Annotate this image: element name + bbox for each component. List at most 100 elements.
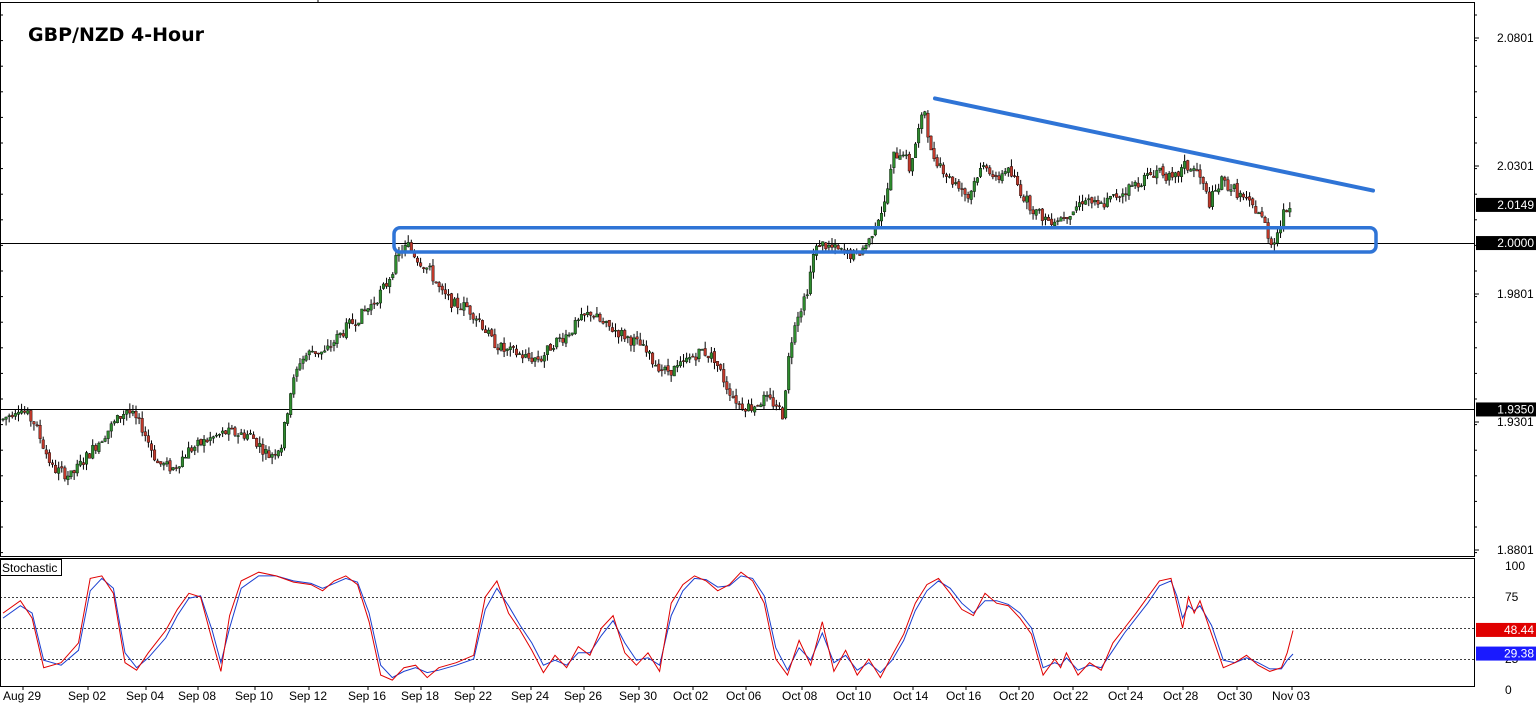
candle-body bbox=[94, 445, 98, 451]
candle-body bbox=[734, 395, 738, 404]
candle-body bbox=[450, 293, 454, 308]
descending-trendline[interactable] bbox=[933, 96, 1375, 193]
candle-body bbox=[295, 368, 299, 377]
candle-body bbox=[1071, 211, 1075, 216]
candle-body bbox=[341, 333, 345, 337]
price-axis-label: 1.8801 bbox=[1497, 543, 1534, 557]
time-axis-label: Oct 16 bbox=[946, 689, 982, 703]
support-zone-box[interactable] bbox=[392, 225, 1378, 254]
price-axis: 2.0801 2.0301 1.9801 1.9301 1.8801 bbox=[1474, 31, 1534, 557]
candle-body bbox=[805, 294, 809, 297]
candle-body bbox=[737, 403, 741, 405]
candle-body bbox=[162, 463, 166, 466]
candle-body bbox=[1028, 195, 1032, 211]
candle-body bbox=[821, 241, 825, 247]
candle-body bbox=[1149, 172, 1153, 175]
candle-body bbox=[849, 249, 853, 259]
candle-body bbox=[988, 167, 992, 175]
candle-body bbox=[264, 449, 268, 454]
candle-body bbox=[1245, 196, 1249, 199]
candle-body bbox=[289, 393, 293, 415]
candle-body bbox=[1198, 169, 1202, 178]
candle-body bbox=[750, 404, 754, 411]
candle-body bbox=[629, 336, 633, 346]
candle-body bbox=[1016, 175, 1020, 185]
candle-body bbox=[357, 322, 361, 326]
candle-body bbox=[388, 279, 392, 287]
candle-body bbox=[960, 188, 964, 190]
candle-body bbox=[273, 453, 277, 456]
candle-body bbox=[669, 369, 673, 376]
candle-body bbox=[109, 423, 113, 432]
candle-body bbox=[1142, 174, 1146, 187]
candle-body bbox=[892, 151, 896, 168]
candle-body bbox=[10, 414, 14, 418]
time-axis-label: Oct 30 bbox=[1217, 689, 1253, 703]
candle-body bbox=[307, 350, 311, 356]
time-axis-label: Sep 22 bbox=[454, 689, 492, 703]
candle-body bbox=[957, 181, 961, 189]
candle-body bbox=[236, 435, 240, 437]
candle-body bbox=[1127, 184, 1131, 196]
candle-body bbox=[196, 439, 200, 447]
candle-body bbox=[910, 158, 914, 172]
candle-body bbox=[765, 395, 769, 397]
candle-body bbox=[1232, 184, 1236, 189]
candle-body bbox=[1133, 181, 1137, 186]
candle-body bbox=[728, 388, 732, 396]
candle-body bbox=[230, 427, 234, 430]
candle-body bbox=[648, 351, 652, 354]
candle-body bbox=[1050, 218, 1054, 225]
candle-body bbox=[41, 439, 45, 449]
candle-body bbox=[434, 281, 438, 284]
candle-body bbox=[440, 285, 444, 291]
candle-body bbox=[1040, 208, 1044, 221]
candle-body bbox=[985, 165, 989, 169]
candle-body bbox=[499, 342, 503, 351]
candle-body bbox=[1074, 206, 1078, 211]
candle-body bbox=[808, 271, 812, 294]
stochastic-signal-value-tag: 29.38 bbox=[1504, 647, 1534, 661]
stochastic-axis-label: 75 bbox=[1505, 590, 1519, 604]
candle-body bbox=[824, 242, 828, 250]
candle-body bbox=[261, 444, 265, 455]
candle-body bbox=[1223, 177, 1227, 181]
candle-body bbox=[431, 265, 435, 282]
candle-body bbox=[351, 319, 355, 324]
candle-body bbox=[672, 366, 676, 377]
candle-body bbox=[57, 467, 61, 474]
candle-body bbox=[811, 254, 815, 273]
candle-body bbox=[462, 302, 466, 311]
candle-body bbox=[208, 437, 212, 441]
candle-body bbox=[360, 308, 364, 324]
candle-body bbox=[533, 357, 537, 362]
candle-body bbox=[1195, 169, 1199, 172]
candle-body bbox=[641, 344, 645, 346]
candle-body bbox=[474, 318, 478, 321]
candle-body bbox=[771, 397, 775, 407]
candle-body bbox=[536, 356, 540, 360]
candle-body bbox=[1260, 211, 1264, 217]
candle-body bbox=[471, 313, 475, 320]
candle-body bbox=[221, 430, 225, 434]
candle-body bbox=[1167, 173, 1171, 181]
candle-body bbox=[1164, 173, 1168, 181]
stochastic-main-value-tag-bg bbox=[1476, 622, 1536, 637]
candle-body bbox=[700, 349, 704, 351]
candle-body bbox=[409, 242, 413, 251]
candle-body bbox=[1207, 191, 1211, 208]
candle-body bbox=[279, 447, 283, 453]
candle-body bbox=[239, 432, 243, 435]
candle-body bbox=[583, 313, 587, 316]
candle-body bbox=[514, 348, 518, 356]
candle-body bbox=[948, 176, 952, 178]
candle-body bbox=[85, 452, 89, 465]
candle-body bbox=[202, 439, 206, 446]
candle-body bbox=[870, 236, 874, 239]
time-axis-label: Oct 28 bbox=[1163, 689, 1199, 703]
candle-body bbox=[570, 332, 574, 335]
candle-body bbox=[635, 336, 639, 340]
stochastic-levels bbox=[0, 597, 1474, 660]
candle-body bbox=[796, 316, 800, 326]
candle-body bbox=[344, 322, 348, 338]
